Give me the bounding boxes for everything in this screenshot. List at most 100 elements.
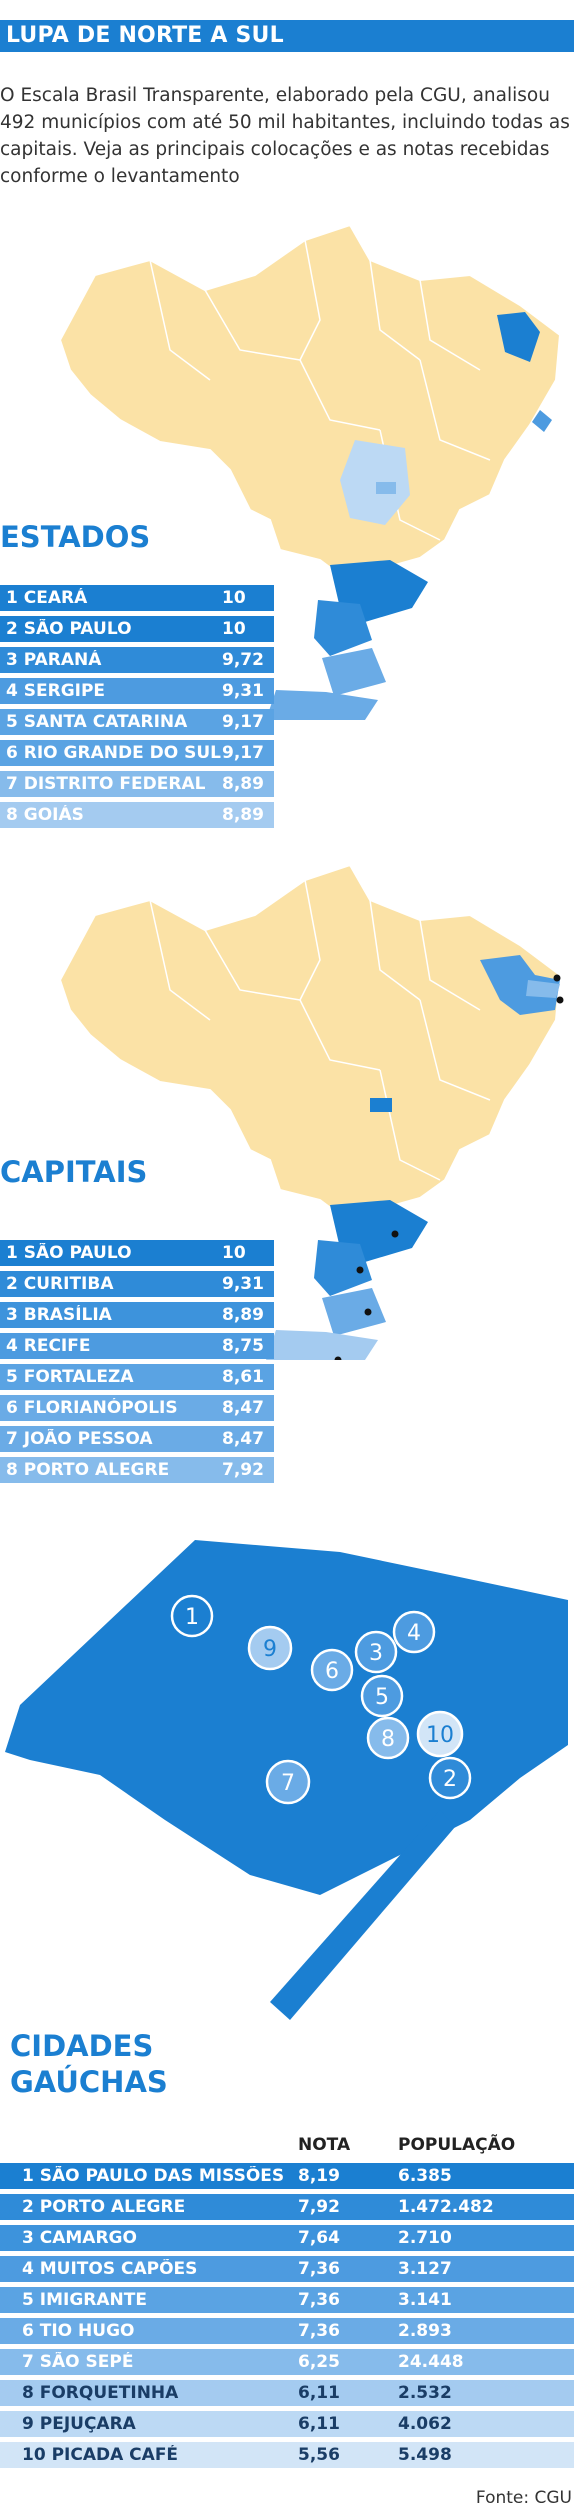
capital-score: 7,92 xyxy=(222,1460,264,1480)
capital-name: 7 JOÃO PESSOA xyxy=(6,1429,153,1449)
state-score: 8,89 xyxy=(222,805,264,825)
city-pin-2: 2 xyxy=(428,1756,472,1800)
capital-name: 5 FORTALEZA xyxy=(6,1367,134,1387)
city-row-10: 10 PICADA CAFÉ 5,56 5.498 xyxy=(0,2442,574,2468)
svg-text:4: 4 xyxy=(407,1621,421,1646)
column-header-populacao: POPULAÇÃO xyxy=(398,2135,516,2155)
city-nota: 5,56 xyxy=(298,2445,340,2465)
capital-score: 8,75 xyxy=(222,1336,264,1356)
state-name: 7 DISTRITO FEDERAL xyxy=(6,774,206,794)
city-nota: 7,36 xyxy=(298,2290,340,2310)
city-population: 1.472.482 xyxy=(398,2197,494,2217)
city-name: 5 IMIGRANTE xyxy=(22,2290,147,2310)
capital-row-3: 3 BRASÍLIA 8,89 xyxy=(0,1302,274,1328)
brazil-shape xyxy=(58,223,562,594)
capital-score: 8,61 xyxy=(222,1367,264,1387)
city-nota: 7,36 xyxy=(298,2259,340,2279)
rs-lagoon xyxy=(270,1810,455,2020)
brazil-shape xyxy=(58,863,562,1234)
city-nota: 6,11 xyxy=(298,2414,340,2434)
capital-score: 8,47 xyxy=(222,1398,264,1418)
capital-name: 3 BRASÍLIA xyxy=(6,1305,112,1325)
city-population: 4.062 xyxy=(398,2414,452,2434)
capitals-title: CAPITAIS xyxy=(0,1155,148,1189)
city-row-9: 9 PEJUÇARA 6,11 4.062 xyxy=(0,2411,574,2437)
city-row-5: 5 IMIGRANTE 7,36 3.141 xyxy=(0,2287,574,2313)
svg-text:8: 8 xyxy=(381,1727,395,1752)
brazil-map-states xyxy=(58,223,562,720)
source-note: Fonte: CGU xyxy=(475,2488,572,2508)
svg-text:2: 2 xyxy=(443,1767,457,1792)
city-nota: 7,36 xyxy=(298,2321,340,2341)
city-population: 6.385 xyxy=(398,2166,452,2186)
column-header-nota: NOTA xyxy=(298,2135,351,2155)
state-name: 8 GOIÁS xyxy=(6,805,84,825)
state-name: 1 CEARÁ xyxy=(6,588,88,608)
state-santa-catarina xyxy=(322,1288,386,1336)
capital-dot-recife xyxy=(556,996,564,1004)
capital-name: 8 PORTO ALEGRE xyxy=(6,1460,170,1480)
state-name: 4 SERGIPE xyxy=(6,681,106,701)
state-row-3: 3 PARANÁ 9,72 xyxy=(0,647,274,673)
state-score: 10 xyxy=(222,588,246,608)
city-name: 3 CAMARGO xyxy=(22,2228,137,2248)
city-population: 3.127 xyxy=(398,2259,452,2279)
city-pin-5: 5 xyxy=(360,1674,404,1718)
state-pb xyxy=(526,980,560,998)
state-ne-group xyxy=(480,955,560,1015)
capital-score: 10 xyxy=(222,1243,246,1263)
city-row-7: 7 SÃO SEPÉ 6,25 24.448 xyxy=(0,2349,574,2375)
rs-map: 1 9 4 3 6 5 8 10 2 7 xyxy=(5,1540,568,2020)
city-nota: 7,92 xyxy=(298,2197,340,2217)
header-title: LUPA DE NORTE A SUL xyxy=(0,20,574,52)
svg-text:5: 5 xyxy=(375,1685,389,1710)
state-row-7: 7 DISTRITO FEDERAL 8,89 xyxy=(0,771,274,797)
svg-text:10: 10 xyxy=(426,1723,454,1748)
city-pin-9: 9 xyxy=(247,1625,293,1671)
city-name: 8 FORQUETINHA xyxy=(22,2383,179,2403)
state-score: 9,72 xyxy=(222,650,264,670)
state-parana xyxy=(314,600,372,656)
city-pin-7: 7 xyxy=(265,1759,311,1805)
city-population: 2.532 xyxy=(398,2383,452,2403)
city-pin-10: 10 xyxy=(416,1710,464,1758)
states-title: ESTADOS xyxy=(0,520,151,554)
city-pin-8: 8 xyxy=(366,1716,410,1760)
city-pin-6: 6 xyxy=(310,1648,354,1692)
capital-name: 4 RECIFE xyxy=(6,1336,91,1356)
city-pin-4: 4 xyxy=(392,1610,436,1654)
city-nota: 6,25 xyxy=(298,2352,340,2372)
state-rio-grande-do-sul xyxy=(266,1330,378,1360)
capital-score: 8,89 xyxy=(222,1305,264,1325)
state-score: 9,31 xyxy=(222,681,264,701)
city-name: 9 PEJUÇARA xyxy=(22,2414,136,2434)
state-df xyxy=(370,1098,392,1112)
capital-dot-fortaleza xyxy=(553,974,561,982)
capital-name: 2 CURITIBA xyxy=(6,1274,114,1294)
city-row-1: 1 SÃO PAULO DAS MISSÕES 8,19 6.385 xyxy=(0,2163,574,2189)
city-nota: 6,11 xyxy=(298,2383,340,2403)
state-row-1: 1 CEARÁ 10 xyxy=(0,585,274,611)
capital-row-2: 2 CURITIBA 9,31 xyxy=(0,1271,274,1297)
state-row-2: 2 SÃO PAULO 10 xyxy=(0,616,274,642)
capital-score: 8,47 xyxy=(222,1429,264,1449)
state-santa-catarina xyxy=(322,648,386,696)
state-rio-grande-do-sul xyxy=(266,690,378,720)
state-ceara xyxy=(497,312,540,362)
state-score: 10 xyxy=(222,619,246,639)
city-row-2: 2 PORTO ALEGRE 7,92 1.472.482 xyxy=(0,2194,574,2220)
brazil-map-capitals xyxy=(58,863,564,1360)
city-name: 4 MUITOS CAPÕES xyxy=(22,2259,198,2279)
city-nota: 8,19 xyxy=(298,2166,340,2186)
intro-text: O Escala Brasil Transparente, elaborado … xyxy=(0,85,570,187)
cities-title: CIDADES GAÚCHAS xyxy=(10,2029,168,2099)
city-name: 1 SÃO PAULO DAS MISSÕES xyxy=(22,2166,285,2186)
state-row-4: 4 SERGIPE 9,31 xyxy=(0,678,274,704)
capital-row-6: 6 FLORIANÓPOLIS 8,47 xyxy=(0,1395,274,1421)
state-score: 9,17 xyxy=(222,712,264,732)
capital-row-5: 5 FORTALEZA 8,61 xyxy=(0,1364,274,1390)
city-pin-3: 3 xyxy=(354,1630,398,1674)
city-name: 10 PICADA CAFÉ xyxy=(22,2445,179,2465)
capital-score: 9,31 xyxy=(222,1274,264,1294)
state-parana xyxy=(314,1240,372,1296)
